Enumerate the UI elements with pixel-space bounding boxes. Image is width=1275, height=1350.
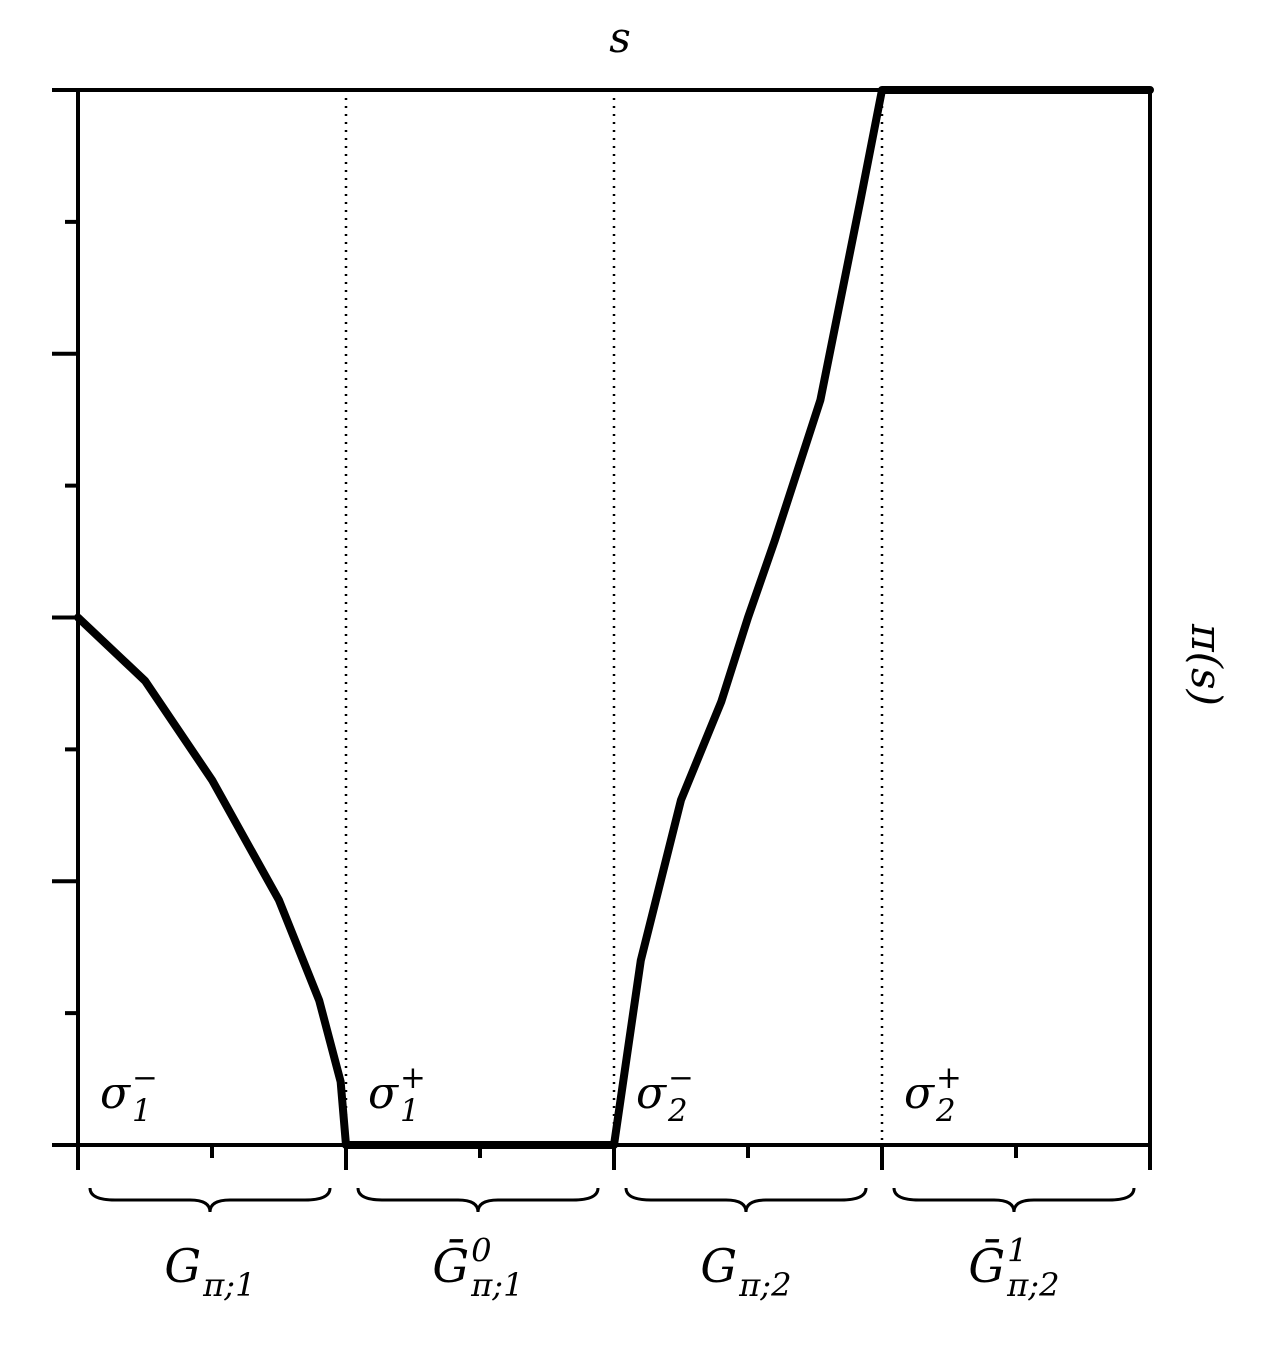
brace <box>892 1187 1136 1213</box>
label-base: G <box>164 1239 201 1293</box>
label-base: σ <box>100 1068 132 1119</box>
label-sub: 2 <box>667 1093 688 1129</box>
brace <box>624 1187 868 1213</box>
x-axis-label: s <box>609 13 631 62</box>
line-series <box>74 86 1154 1149</box>
label-sup: − <box>668 1060 694 1096</box>
label-sup: − <box>132 1060 158 1096</box>
label-base: σ <box>904 1068 936 1119</box>
label-base: σ <box>368 1068 400 1119</box>
label-sup: 0 <box>471 1231 491 1269</box>
label-base: Ḡ <box>432 1238 469 1293</box>
label-base: Ḡ <box>968 1238 1005 1293</box>
brace <box>88 1187 332 1213</box>
y-axis-label: π(s) <box>1182 623 1231 706</box>
label-sub: π;2 <box>738 1266 791 1304</box>
label-sup: 1 <box>1007 1231 1027 1269</box>
label-sub: 2 <box>935 1093 956 1129</box>
label-base: G <box>700 1239 737 1293</box>
brace <box>356 1187 600 1213</box>
label-sub: 1 <box>400 1093 420 1129</box>
label-sub: π;2 <box>1006 1266 1059 1304</box>
label-sub: π;1 <box>202 1266 255 1304</box>
label-base: σ <box>636 1068 668 1119</box>
label-sup: + <box>400 1060 426 1096</box>
label-sup: + <box>936 1060 962 1096</box>
label-sub: 1 <box>132 1093 152 1129</box>
label-sub: π;1 <box>470 1266 523 1304</box>
